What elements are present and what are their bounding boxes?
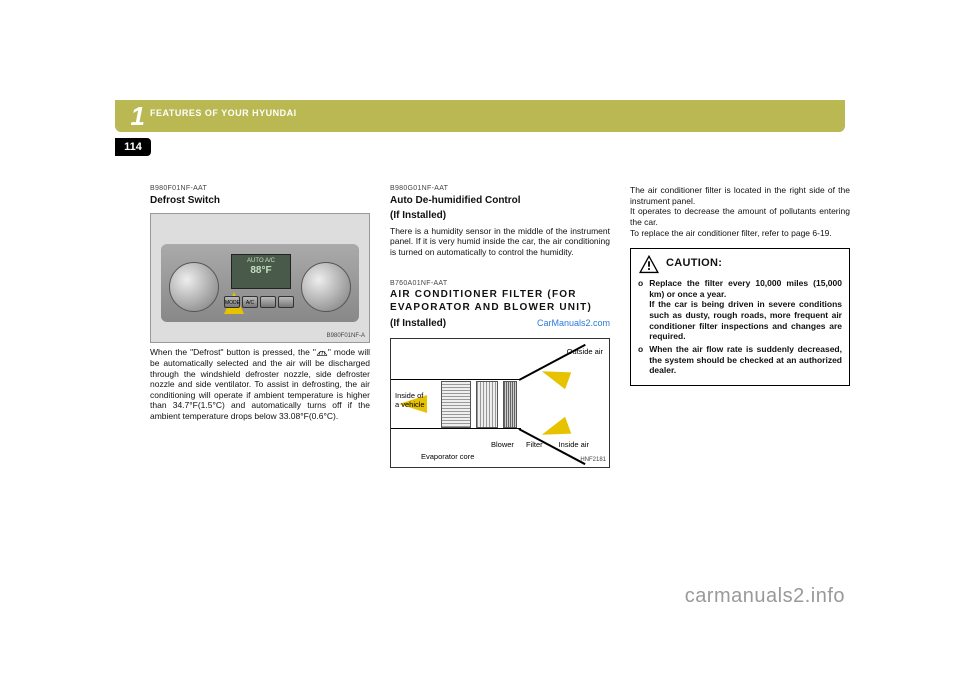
warning-triangle-icon: [638, 254, 660, 274]
mode-button-graphic: MODE: [224, 296, 240, 308]
body-text-post: " mode will be automatically selected an…: [150, 347, 370, 421]
manual-page: 1 FEATURES OF YOUR HYUNDAI 114 B980F01NF…: [0, 0, 960, 678]
label-filter: Filter: [526, 440, 543, 449]
figure-air-filter: Outside air Inside of a vehicle Evaporat…: [390, 338, 610, 468]
right-dial: [301, 262, 351, 312]
lcd-line1: AUTO A/C: [232, 258, 290, 265]
bullet-icon: o: [638, 278, 643, 342]
chapter-number: 1: [115, 100, 145, 132]
section-code: B980G01NF-AAT: [390, 185, 610, 194]
label-inside-vehicle: Inside of a vehicle: [395, 391, 425, 410]
section-subheading: (If Installed): [390, 210, 610, 223]
body-paragraph: When the "Defrost" button is pressed, th…: [150, 347, 370, 421]
body-paragraph: The air conditioner filter is located in…: [630, 185, 850, 206]
ac-button-graphic: A/C: [242, 296, 258, 308]
caution-list: oReplace the filter every 10,000 miles (…: [638, 278, 842, 376]
lcd-line2: 88°F: [232, 265, 290, 276]
footer-watermark: carmanuals2.info: [685, 585, 845, 608]
section-code: B760A01NF-AAT: [390, 280, 610, 289]
button-row: MODE A/C: [224, 296, 294, 308]
evaporator-graphic: [441, 381, 471, 428]
body-paragraph: To replace the air conditioner filter, r…: [630, 228, 850, 239]
section-heading: Auto De-humidified Control: [390, 195, 610, 208]
defrost-icon: [316, 349, 328, 357]
climate-lcd: AUTO A/C 88°F: [231, 254, 291, 289]
button-graphic: [260, 296, 276, 308]
page-number: 114: [115, 138, 151, 156]
section-code: B980F01NF-AAT: [150, 185, 370, 194]
bullet-icon: o: [638, 344, 643, 376]
section-heading: AIR CONDITIONER FILTER (FOR EVAPORATOR A…: [390, 289, 610, 314]
caution-title: CAUTION:: [666, 257, 722, 271]
figure-caption: HNF2181: [580, 457, 606, 465]
column-3: The air conditioner filter is located in…: [630, 185, 850, 386]
button-graphic: [278, 296, 294, 308]
section-subheading: (If Installed): [390, 318, 446, 331]
label-inside-air: Inside air: [559, 440, 589, 449]
airflow-arrow-icon: [539, 363, 571, 389]
label-blower: Blower: [491, 440, 514, 449]
filter-graphic: [503, 381, 517, 428]
caution-item: oReplace the filter every 10,000 miles (…: [638, 278, 842, 342]
climate-panel-body: AUTO A/C 88°F MODE A/C: [161, 244, 359, 322]
figure-caption: B980F01NF-A: [327, 333, 365, 341]
figure-climate-panel: AUTO A/C 88°F MODE A/C B980F01NF-A: [150, 213, 370, 343]
blower-graphic: [476, 381, 498, 428]
body-paragraph: It operates to decrease the amount of po…: [630, 206, 850, 227]
body-text-pre: When the "Defrost" button is pressed, th…: [150, 347, 316, 357]
label-evaporator: Evaporator core: [421, 452, 474, 461]
caution-item-text: Replace the filter every 10,000 miles (1…: [649, 278, 842, 342]
chapter-title: FEATURES OF YOUR HYUNDAI: [150, 108, 297, 118]
caution-box: CAUTION: oReplace the filter every 10,00…: [630, 248, 850, 386]
caution-item: oWhen the air flow rate is suddenly decr…: [638, 344, 842, 376]
label-outside-air: Outside air: [567, 347, 603, 356]
left-dial: [169, 262, 219, 312]
caution-item-text: When the air flow rate is suddenly decre…: [649, 344, 842, 376]
column-1: B980F01NF-AAT Defrost Switch AUTO A/C 88…: [150, 185, 370, 422]
column-2: B980G01NF-AAT Auto De-humidified Control…: [390, 185, 610, 468]
body-paragraph: There is a humidity sensor in the middle…: [390, 226, 610, 258]
watermark-text: CarManuals2.com: [537, 318, 610, 329]
section-heading: Defrost Switch: [150, 195, 370, 208]
caution-title-row: CAUTION:: [638, 254, 842, 274]
